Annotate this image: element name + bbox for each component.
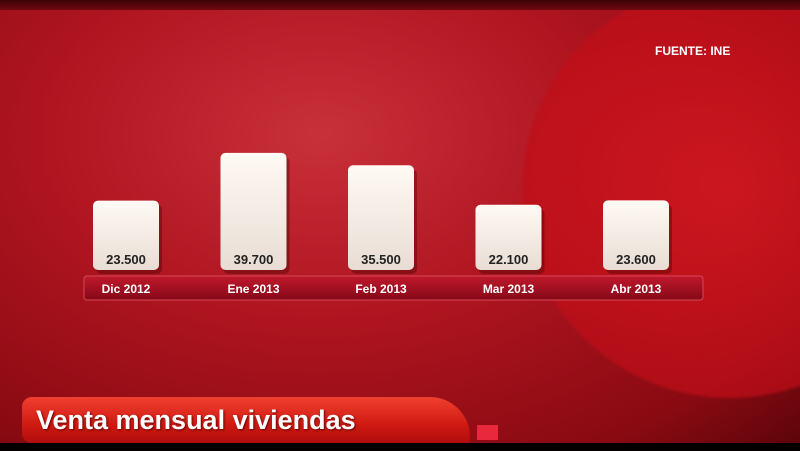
data-label: 39.700 bbox=[234, 252, 274, 267]
data-label: 23.600 bbox=[616, 252, 656, 267]
bottom-strip bbox=[0, 443, 800, 451]
title-banner: Venta mensual viviendas bbox=[22, 397, 470, 443]
data-label: 35.500 bbox=[361, 252, 401, 267]
source-label: FUENTE: INE bbox=[655, 44, 731, 58]
chart-title: Venta mensual viviendas bbox=[36, 405, 356, 435]
category-label: Feb 2013 bbox=[355, 282, 407, 296]
bar bbox=[603, 200, 669, 270]
banner-accent bbox=[477, 425, 498, 440]
category-label: Ene 2013 bbox=[227, 282, 279, 296]
background-arc bbox=[520, 0, 800, 400]
category-label: Dic 2012 bbox=[102, 282, 151, 296]
bar bbox=[93, 200, 159, 270]
bar bbox=[220, 152, 287, 270]
category-label: Mar 2013 bbox=[483, 282, 535, 296]
bar bbox=[475, 204, 542, 270]
bar bbox=[348, 165, 414, 270]
category-strip bbox=[83, 275, 704, 301]
category-label: Abr 2013 bbox=[611, 282, 662, 296]
data-label: 22.100 bbox=[489, 252, 529, 267]
data-label: 23.500 bbox=[106, 252, 146, 267]
top-bar bbox=[0, 0, 800, 10]
